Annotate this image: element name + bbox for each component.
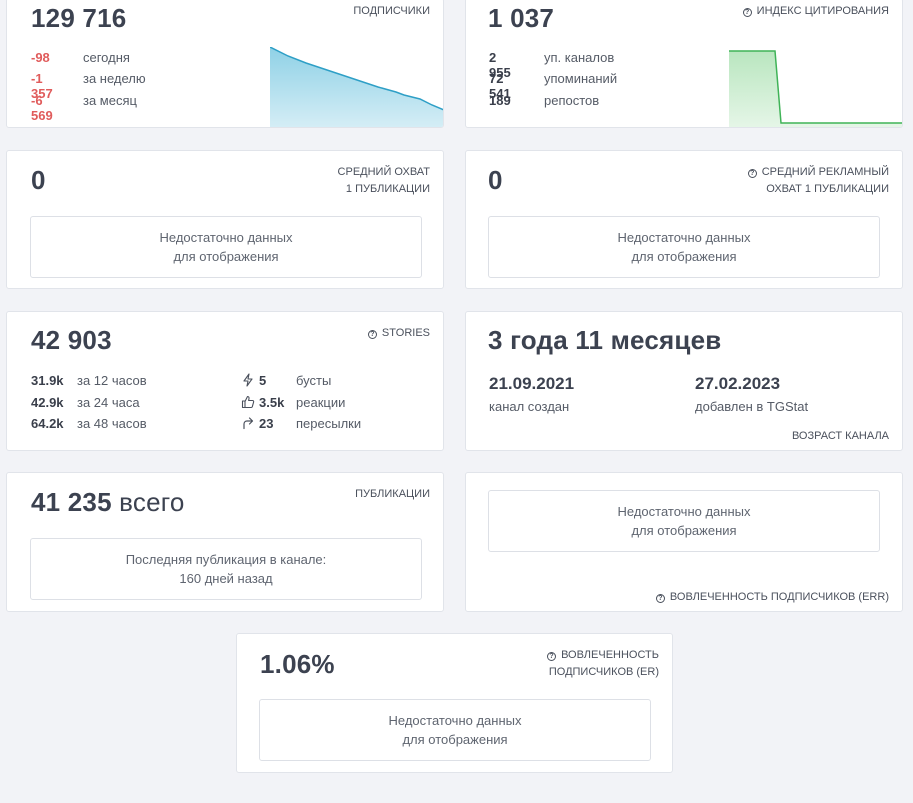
stat-text: упоминаний — [544, 71, 618, 86]
citation-label: ? ИНДЕКС ЦИТИРОВАНИЯ — [742, 3, 889, 20]
subscribers-area — [270, 47, 443, 127]
err-card: Недостаточно данных для отображения ? ВОВ… — [465, 472, 903, 612]
stat-value: 23 — [259, 416, 274, 431]
publications-label: ПУБЛИКАЦИИ — [355, 488, 430, 500]
avg-reach-label: СРЕДНИЙ ОХВАТ 1 ПУБЛИКАЦИИ — [338, 164, 430, 198]
no-data-line: для отображения — [631, 249, 737, 264]
err-label: ? ВОВЛЕЧЕННОСТЬ ПОДПИСЧИКОВ (ERR) — [655, 589, 889, 606]
no-data-line: Недостаточно данных — [617, 504, 751, 519]
label-line: 1 ПУБЛИКАЦИИ — [345, 183, 430, 195]
no-data-line: Недостаточно данных — [159, 230, 293, 245]
question-icon[interactable]: ? — [547, 652, 557, 661]
no-data-line: для отображения — [631, 523, 737, 538]
subscribers-count: 129 716 — [31, 3, 127, 33]
stat-text: бусты — [296, 373, 332, 388]
question-icon[interactable]: ? — [747, 169, 757, 178]
stat-text: за неделю — [83, 71, 146, 86]
no-data-line: для отображения — [402, 732, 508, 747]
stat-text: реакции — [296, 395, 346, 410]
stat-text: за месяц — [83, 93, 137, 108]
created-date: 21.09.2021 — [489, 374, 575, 393]
no-data-line: Недостаточно данных — [388, 713, 522, 728]
citation-sparkline — [729, 50, 902, 127]
no-data-box: Недостаточно данных для отображения — [488, 490, 880, 552]
no-data-box: Недостаточно данных для отображения — [30, 216, 422, 278]
subscribers-card: 129 716 ПОДПИСЧИКИ -98 сегодня -1 357 за… — [6, 0, 444, 128]
stat-text: репостов — [544, 93, 600, 108]
citation-line — [729, 50, 902, 124]
avg-reach-value: 0 — [31, 165, 46, 195]
stat-value: 189 — [489, 93, 511, 108]
citation-index-value: 1 037 — [488, 3, 555, 33]
added-date: 27.02.2023 — [695, 374, 781, 393]
er-value: 1.06% — [260, 649, 335, 679]
label-text: ВОВЛЕЧЕННОСТЬ — [561, 649, 659, 661]
question-icon[interactable]: ? — [742, 8, 752, 17]
stories-label: ? STORIES — [367, 325, 430, 342]
stat-text: за 12 часов — [77, 373, 147, 388]
stories-card: 42 903 ? STORIES 31.9k за 12 часов 42.9k … — [6, 311, 444, 451]
stat-value: -6 569 — [31, 93, 53, 123]
thumbs-up-icon — [241, 395, 255, 409]
subscribers-line — [270, 47, 443, 111]
citation-card: 1 037 ? ИНДЕКС ЦИТИРОВАНИЯ 2 955 уп. кана… — [465, 0, 903, 128]
stat-text: за 48 часов — [77, 416, 147, 431]
added-text: добавлен в TGStat — [695, 399, 809, 414]
label-line: СРЕДНИЙ ОХВАТ — [337, 166, 430, 178]
avg-reach-card: 0 СРЕДНИЙ ОХВАТ 1 ПУБЛИКАЦИИ Недостаточн… — [6, 150, 444, 289]
citation-area — [729, 51, 902, 127]
stat-value: 31.9k — [31, 373, 64, 388]
avg-ad-reach-label: ? СРЕДНИЙ РЕКЛАМНЫЙ ОХВАТ 1 ПУБЛИКАЦИИ — [747, 164, 889, 198]
subscribers-sparkline — [270, 47, 443, 127]
stat-text: уп. каналов — [544, 50, 615, 65]
stat-value: 2 955 — [489, 50, 511, 80]
no-data-line: Недостаточно данных — [617, 230, 751, 245]
stat-value: 72 541 — [489, 71, 511, 101]
question-icon[interactable]: ? — [655, 594, 665, 603]
avg-ad-reach-value: 0 — [488, 165, 503, 195]
stat-text: пересылки — [296, 416, 362, 431]
subscribers-label: ПОДПИСЧИКИ — [353, 5, 430, 17]
share-arrow-icon — [243, 417, 254, 430]
last-publication-box: Последняя публикация в канале: 160 дней … — [30, 538, 422, 600]
stat-value: 64.2k — [31, 416, 64, 431]
stat-value: 5 — [259, 373, 267, 388]
stories-label-text: STORIES — [381, 327, 430, 339]
channel-age-card: 3 года 11 месяцев 21.09.2021 канал созда… — [465, 311, 903, 451]
no-data-box: Недостаточно данных для отображения — [259, 699, 651, 761]
stories-value: 42 903 — [31, 325, 112, 355]
stat-value: -98 — [31, 50, 50, 65]
publications-count: 41 235 — [31, 487, 112, 517]
label-line: ? ВОВЛЕЧЕННОСТЬ — [547, 647, 659, 664]
last-publication-line: Последняя публикация в канале: — [125, 552, 327, 567]
last-publication-line: 160 дней назад — [179, 571, 273, 586]
label-text: СРЕДНИЙ РЕКЛАМНЫЙ — [761, 166, 889, 178]
label-line: ПОДПИСЧИКОВ (ER) — [548, 666, 659, 678]
no-data-line: для отображения — [173, 249, 279, 264]
lightning-icon — [243, 373, 253, 387]
question-icon[interactable]: ? — [367, 330, 377, 339]
er-label: ? ВОВЛЕЧЕННОСТЬ ПОДПИСЧИКОВ (ER) — [547, 647, 659, 681]
created-text: канал создан — [489, 399, 570, 414]
label-line: ? СРЕДНИЙ РЕКЛАМНЫЙ — [747, 164, 889, 181]
err-label-text: ВОВЛЕЧЕННОСТЬ ПОДПИСЧИКОВ (ERR) — [669, 591, 889, 603]
avg-ad-reach-card: 0 ? СРЕДНИЙ РЕКЛАМНЫЙ ОХВАТ 1 ПУБЛИКАЦИИ … — [465, 150, 903, 289]
citation-label-text: ИНДЕКС ЦИТИРОВАНИЯ — [756, 5, 889, 17]
publications-card: 41 235 всего ПУБЛИКАЦИИ Последняя публик… — [6, 472, 444, 612]
channel-age-value: 3 года 11 месяцев — [488, 325, 722, 355]
stat-text: за 24 часа — [77, 395, 140, 410]
stat-value: 42.9k — [31, 395, 64, 410]
stat-value: 3.5k — [259, 395, 285, 410]
label-line: ОХВАТ 1 ПУБЛИКАЦИИ — [766, 183, 889, 195]
channel-age-label: ВОЗРАСТ КАНАЛА — [791, 430, 889, 442]
no-data-box: Недостаточно данных для отображения — [488, 216, 880, 278]
stat-value: -1 357 — [31, 71, 53, 101]
er-card: 1.06% ? ВОВЛЕЧЕННОСТЬ ПОДПИСЧИКОВ (ER) Не… — [236, 633, 673, 773]
stat-text: сегодня — [83, 50, 130, 65]
publications-suffix: всего — [119, 487, 185, 517]
publications-value: 41 235 всего — [31, 487, 185, 518]
